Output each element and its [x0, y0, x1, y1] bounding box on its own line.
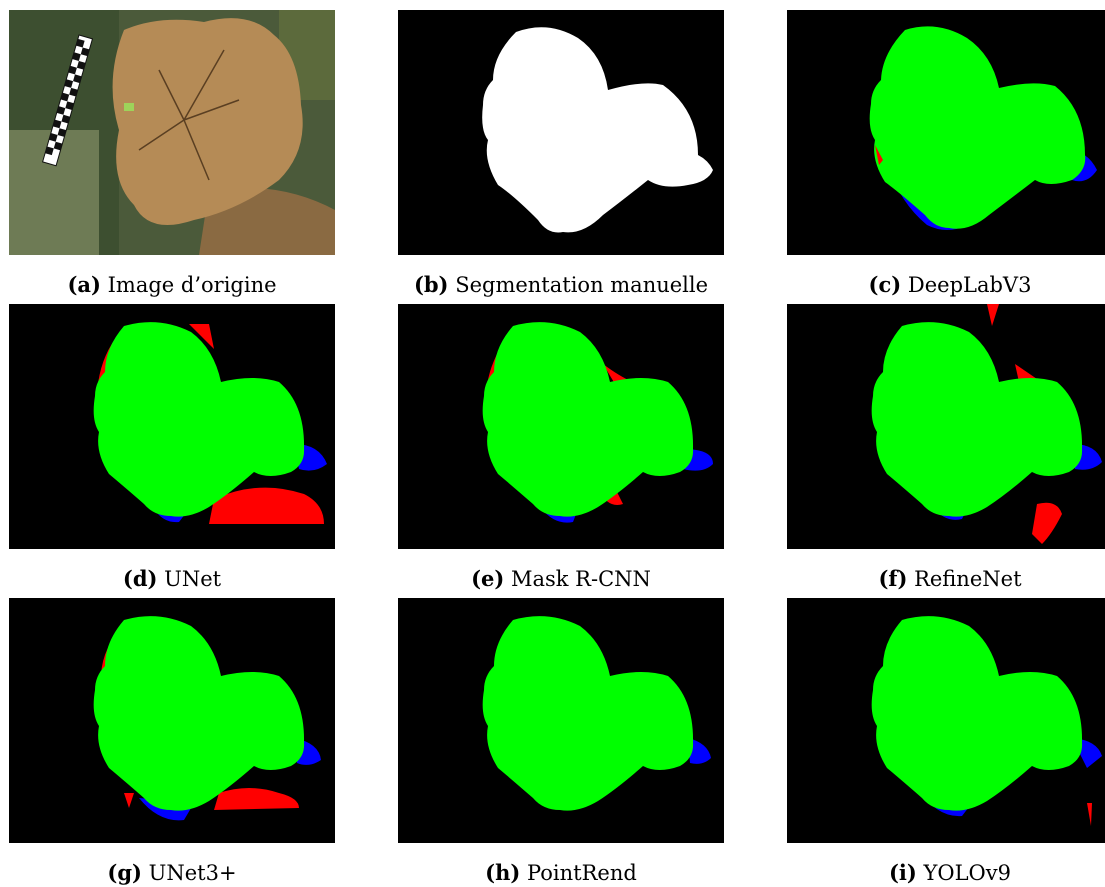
caption-g: (g) UNet3+: [0, 860, 355, 886]
caption-text: UNet: [164, 567, 222, 591]
caption-text: Image d’origine: [107, 273, 277, 297]
caption-label: (d): [122, 566, 158, 591]
caption-label: (a): [67, 272, 101, 297]
caption-text: UNet3+: [148, 861, 237, 885]
yolov9-overlay: [787, 598, 1105, 843]
caption-text: YOLOv9: [923, 861, 1011, 885]
unet3plus-overlay: [9, 598, 335, 843]
refinenet-overlay: [787, 304, 1105, 549]
caption-label: (b): [413, 272, 449, 297]
caption-f: (f) RefineNet: [767, 566, 1105, 592]
caption-i: (i) YOLOv9: [767, 860, 1105, 886]
caption-label: (f): [878, 566, 908, 591]
caption-text: PointRend: [527, 861, 637, 885]
original-photo: [9, 10, 335, 255]
caption-label: (i): [888, 860, 917, 885]
caption-label: (c): [868, 272, 902, 297]
caption-label: (h): [485, 860, 521, 885]
manual-mask: [398, 10, 724, 255]
caption-label: (e): [471, 566, 505, 591]
caption-h: (h) PointRend: [378, 860, 744, 886]
caption-b: (b) Segmentation manuelle: [378, 272, 744, 298]
caption-text: DeepLabV3: [907, 273, 1032, 297]
caption-c: (c) DeepLabV3: [767, 272, 1105, 298]
caption-d: (d) UNet: [0, 566, 355, 592]
caption-text: RefineNet: [914, 567, 1022, 591]
unet-overlay: [9, 304, 335, 549]
caption-text: Mask R-CNN: [510, 567, 651, 591]
deeplabv3-overlay: [787, 10, 1105, 255]
caption-label: (g): [107, 860, 142, 885]
mask-rcnn-overlay: [398, 304, 724, 549]
caption-text: Segmentation manuelle: [455, 273, 709, 297]
caption-e: (e) Mask R-CNN: [378, 566, 744, 592]
pointrend-overlay: [398, 598, 724, 843]
caption-a: (a) Image d’origine: [0, 272, 355, 298]
